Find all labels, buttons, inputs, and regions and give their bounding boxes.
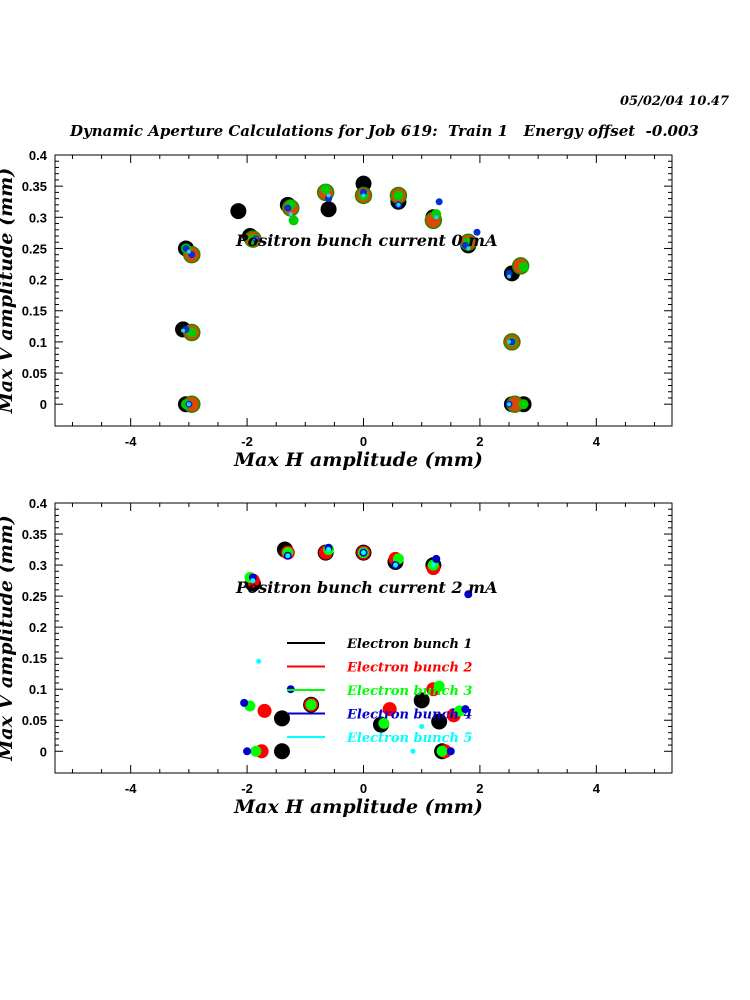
data-point [284,204,292,212]
data-point [466,246,471,251]
data-point [435,198,443,206]
y-axis-label: Max V amplitude (mm) [0,515,17,762]
data-point [419,723,425,729]
y-tick-label: 0.4 [29,148,48,163]
data-point [243,747,252,756]
y-tick-label: 0.15 [22,651,47,666]
data-point [360,188,367,196]
data-point [320,201,337,218]
data-point [285,553,291,559]
data-point [507,339,512,344]
data-point [413,692,430,709]
data-point [382,702,397,717]
y-tick-label: 0.3 [29,558,47,573]
y-tick-label: 0.35 [22,527,47,542]
data-point [256,658,262,664]
data-point [508,338,516,346]
y-tick-label: 0 [40,744,47,759]
x-tick-label: 2 [476,434,483,449]
legend-label: Electron bunch 4 [346,708,472,723]
y-tick-label: 0 [40,397,47,412]
data-point [361,550,366,556]
data-point [305,699,317,711]
x-tick-label: 0 [360,434,367,449]
data-point [431,713,448,730]
timestamp: 05/02/04 10.47 [620,94,730,109]
x-tick-label: -4 [125,781,137,796]
data-point [410,748,416,754]
data-point [186,402,191,407]
legend-label: Electron bunch 5 [346,731,472,746]
y-tick-label: 0.1 [29,682,47,697]
data-point [361,193,366,198]
data-point [240,698,249,707]
data-point [396,202,401,207]
data-point [250,578,256,584]
data-point [288,215,299,226]
y-tick-label: 0.3 [29,210,47,225]
y-tick-label: 0.15 [22,304,47,319]
data-point [325,195,333,203]
data-point [434,215,439,220]
data-point [518,262,529,273]
x-tick-label: 4 [593,434,601,449]
data-point [253,237,258,242]
x-tick-label: -4 [125,434,137,449]
data-point [433,680,445,692]
data-point [274,710,291,727]
data-point [507,274,512,279]
x-tick-label: -2 [241,781,253,796]
legend-label: Electron bunch 2 [346,661,472,676]
legend-label: Electron bunch 3 [346,684,472,699]
y-tick-label: 0.1 [29,335,47,350]
data-point [378,717,390,729]
plot-annotation: Positron bunch current 2 mA [235,578,498,597]
y-axis-label: Max V amplitude (mm) [0,168,17,415]
y-tick-label: 0.2 [29,273,47,288]
data-point [464,590,473,599]
y-tick-label: 0.25 [22,241,47,256]
page-title: Dynamic Aperture Calculations for Job 61… [70,122,699,140]
data-point [505,269,513,277]
data-point [507,402,512,407]
data-point [257,703,272,718]
data-point [446,747,455,756]
x-tick-label: 4 [593,781,601,796]
data-point [326,193,331,198]
data-point [436,745,448,757]
data-point [393,562,399,568]
data-point [274,743,291,760]
data-point [181,328,186,333]
data-point [393,190,404,201]
y-tick-label: 0.05 [22,366,47,381]
data-point [355,175,372,192]
y-tick-label: 0.4 [29,496,48,511]
y-tick-label: 0.2 [29,620,47,635]
x-tick-label: 2 [476,781,483,796]
y-tick-label: 0.35 [22,179,47,194]
data-point [431,209,442,220]
data-point [518,399,529,410]
data-point [430,562,436,568]
y-tick-label: 0.05 [22,713,47,728]
x-tick-label: 0 [360,781,367,796]
x-axis-label: Max H amplitude (mm) [233,449,483,471]
data-point [461,705,470,714]
legend-label: Electron bunch 1 [346,637,472,652]
data-point [230,203,247,220]
x-tick-label: -2 [241,434,253,449]
data-point [326,547,332,553]
y-tick-label: 0.25 [22,589,47,604]
x-axis-label: Max H amplitude (mm) [233,796,483,818]
plot-annotation: Positron bunch current 0 mA [235,231,498,250]
data-point [432,554,441,563]
data-point [473,228,481,236]
data-point [320,184,331,195]
data-point [250,745,262,757]
data-point [288,212,293,217]
data-point [186,249,191,254]
